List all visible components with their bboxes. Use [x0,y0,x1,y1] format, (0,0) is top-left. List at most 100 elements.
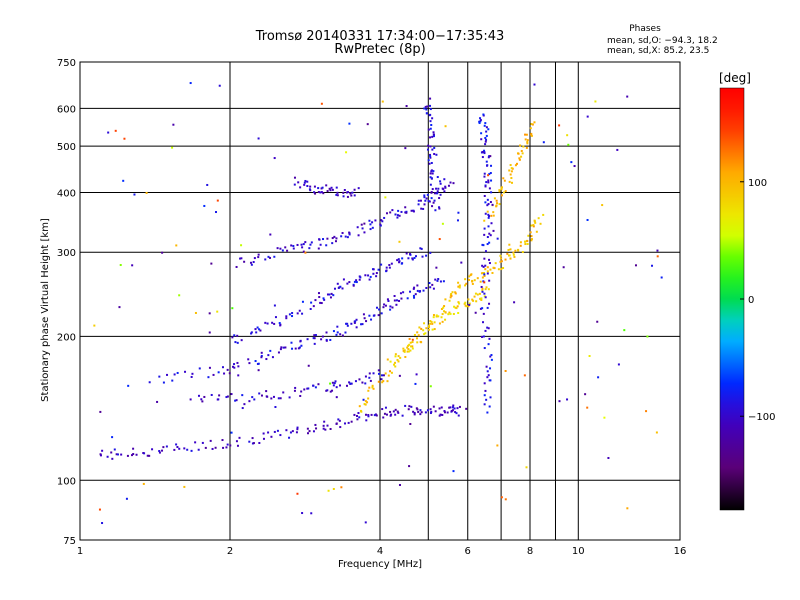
echo-point [375,306,378,309]
noise-point [452,470,455,473]
echo-point [252,261,255,264]
echo-point [441,313,444,316]
echo-point [308,430,311,433]
noise-point [123,137,126,140]
echo-point [420,247,423,250]
echo-point [198,367,201,370]
stats-header: Phases [629,24,661,34]
echo-point [352,284,355,287]
echo-point [482,335,485,338]
echo-point [265,358,268,361]
echo-point [483,124,486,127]
echo-point [524,240,527,243]
echo-point [417,203,420,206]
echo-point [339,285,342,288]
noise-point [304,251,307,254]
echo-point [530,132,533,135]
echo-point [355,414,358,417]
echo-point [173,448,176,451]
echo-point [426,409,429,412]
echo-point [516,162,519,165]
echo-point [463,302,466,305]
echo-point [435,187,438,190]
echo-point [389,414,392,417]
echo-point [432,170,435,173]
echo-point [487,288,490,291]
echo-point [487,327,490,330]
echo-point [323,298,326,301]
echo-point [411,341,414,344]
echo-point [484,268,487,271]
echo-point [409,290,412,293]
echo-point [450,292,453,295]
noise-point [558,400,561,403]
colorbar: [deg] 100 0 −100 [719,71,775,511]
echo-point [429,104,432,107]
echo-point [410,209,413,212]
echo-point [306,180,309,183]
echo-point [407,348,410,351]
echo-point [497,268,500,271]
echo-point [338,286,341,289]
echo-point [447,313,450,316]
noise-point [429,385,432,388]
echo-point [208,366,211,369]
echo-point [353,280,356,283]
noise-point [655,431,658,434]
echo-point [490,358,493,361]
echo-point [326,237,329,240]
echo-point [518,158,521,161]
echo-point [495,204,498,207]
echo-point [457,301,460,304]
echo-point [401,414,404,417]
noise-point [327,489,330,492]
echo-point [489,172,492,175]
echo-point [306,432,309,435]
echo-point [235,265,238,268]
echo-point [432,314,435,317]
echo-point [487,202,490,205]
noise-point [216,310,219,313]
echo-point [533,121,536,124]
echo-point [535,230,538,233]
echo-point [465,282,468,285]
echo-point [490,179,493,182]
echo-point [346,195,349,198]
noise-point [320,102,323,105]
echo-point [146,454,149,457]
echo-point [249,261,252,264]
echo-point [277,351,280,354]
echo-point [194,441,197,444]
echo-point [363,403,366,406]
echo-point [306,427,309,430]
echo-point [452,182,455,185]
echo-point [426,193,429,196]
echo-point [226,443,229,446]
echo-point [484,296,487,299]
echo-point [486,266,489,269]
noise-point [496,444,499,447]
echo-point [483,394,486,397]
echo-point [322,238,325,241]
echo-point [190,375,193,378]
echo-point [362,313,365,316]
echo-point [456,407,459,410]
echo-point [418,326,421,329]
echo-point [394,355,397,358]
echo-point [266,395,269,398]
echo-point [483,233,486,236]
echo-point [402,291,405,294]
echo-point [413,413,416,416]
echo-point [335,422,338,425]
echo-point [393,299,396,302]
echo-point [425,108,428,111]
echo-point [489,396,492,399]
echo-point [416,284,419,287]
echo-point [398,261,401,264]
echo-point [489,379,492,382]
echo-point [500,186,503,189]
noise-point [603,416,606,419]
echo-point [451,409,454,412]
echo-point [364,403,367,406]
